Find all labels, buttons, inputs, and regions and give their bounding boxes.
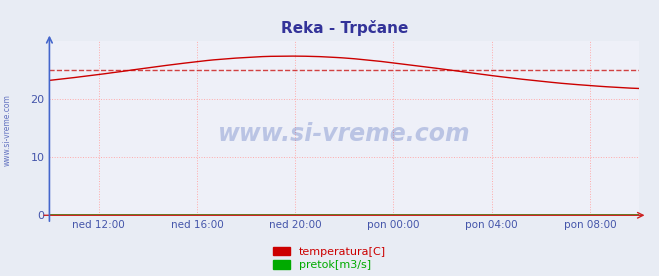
- Title: Reka - Trpčane: Reka - Trpčane: [281, 20, 408, 36]
- Legend: temperatura[C], pretok[m3/s]: temperatura[C], pretok[m3/s]: [273, 247, 386, 270]
- Text: www.si-vreme.com: www.si-vreme.com: [3, 94, 12, 166]
- Text: www.si-vreme.com: www.si-vreme.com: [218, 121, 471, 145]
